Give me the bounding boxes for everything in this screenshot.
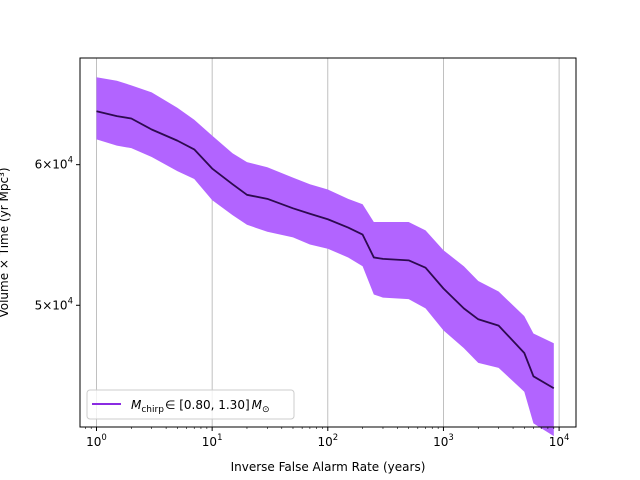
legend-subscript-sun: ⊙ — [262, 405, 270, 415]
series-line-0 — [96, 110, 555, 390]
x-tick-label-0: 100 — [86, 433, 107, 449]
x-tick-label-2: 102 — [317, 433, 338, 449]
x-tick-label-3: 103 — [433, 433, 454, 449]
data-layer — [96, 77, 555, 437]
confidence-band-0 — [96, 77, 554, 437]
legend-symbol-m2: M — [252, 398, 263, 412]
y-axis-label: Volume × Time (yr Mpc³) — [0, 167, 11, 317]
legend-subscript-chirp: chirp — [141, 405, 164, 415]
legend-entry: Mchirp∈ [0.80, 1.30] M⊙ — [131, 398, 270, 415]
x-tick-label-1: 101 — [202, 433, 223, 449]
x-axis-label: Inverse False Alarm Rate (years) — [231, 460, 426, 474]
x-tick-label-4: 104 — [549, 433, 570, 449]
legend-box — [86, 389, 295, 420]
legend-symbol-m: M — [131, 398, 142, 412]
legend: Mchirp∈ [0.80, 1.30] M⊙ — [86, 389, 295, 420]
legend-range: ∈ [0.80, 1.30] — [165, 398, 250, 412]
tick-layer: 100 101 102 103 104 5×104 6×104 — [35, 156, 570, 449]
y-tick-label-1: 6×104 — [35, 156, 73, 172]
y-tick-label-0: 5×104 — [35, 296, 73, 312]
